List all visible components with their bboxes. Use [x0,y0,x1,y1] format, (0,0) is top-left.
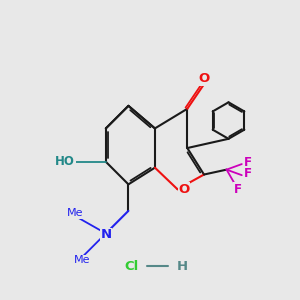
Text: F: F [234,183,242,196]
Text: HO: HO [55,155,75,168]
Text: Cl: Cl [124,260,138,273]
Text: O: O [198,72,210,86]
Text: O: O [178,183,190,196]
Text: N: N [100,228,111,242]
Text: Me: Me [74,255,90,266]
Text: F: F [244,167,252,180]
Text: Me: Me [67,208,83,218]
Text: F: F [244,156,252,169]
Text: H: H [176,260,188,273]
